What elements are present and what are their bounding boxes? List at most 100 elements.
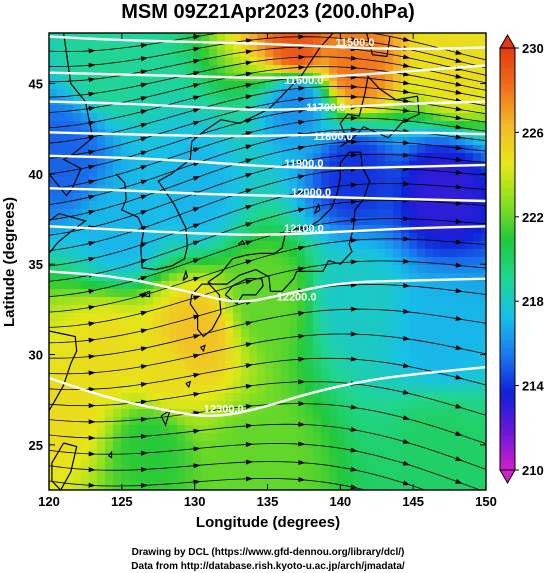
field-cell <box>233 57 242 66</box>
field-cell <box>345 449 354 458</box>
field-cell <box>481 297 486 306</box>
field-cell <box>121 409 130 418</box>
field-cell <box>449 457 458 466</box>
field-cell <box>385 49 394 58</box>
field-cell <box>297 481 306 490</box>
field-cell <box>241 465 250 474</box>
streamline-arrow <box>245 321 253 326</box>
field-cell <box>121 329 130 338</box>
field-cell <box>217 161 226 170</box>
field-cell <box>297 249 306 258</box>
streamline-arrow <box>140 109 149 115</box>
field-cell <box>329 33 338 42</box>
field-cell <box>225 337 234 346</box>
field-cell <box>473 297 482 306</box>
streamline-arrow <box>298 190 306 196</box>
streamline-arrow <box>245 188 253 194</box>
field-cell <box>417 305 426 314</box>
field-cell <box>89 249 98 258</box>
streamline-arrow <box>455 124 463 130</box>
field-cell <box>289 281 298 290</box>
field-cell <box>297 401 306 410</box>
field-cell <box>377 313 386 322</box>
field-cell <box>137 289 146 298</box>
field-cell <box>145 385 154 394</box>
field-cell <box>257 313 266 322</box>
streamline <box>49 199 486 282</box>
field-cell <box>273 417 282 426</box>
field-cell <box>121 161 130 170</box>
field-cell <box>337 33 346 42</box>
field-cell <box>257 465 266 474</box>
field-cell <box>177 169 186 178</box>
field-cell <box>457 305 466 314</box>
field-cell <box>217 345 226 354</box>
field-cell <box>289 121 298 130</box>
field-cell <box>161 113 170 122</box>
field-cell <box>353 345 362 354</box>
field-cell <box>161 161 170 170</box>
field-cell <box>393 297 402 306</box>
field-cell <box>105 305 114 314</box>
field-cell <box>249 481 258 490</box>
field-cell <box>225 257 234 266</box>
field-cell <box>97 169 106 178</box>
field-cell <box>297 361 306 370</box>
field-cell <box>57 169 66 178</box>
field-cell <box>65 89 74 98</box>
field-cell <box>153 185 162 194</box>
field-cell <box>401 185 410 194</box>
field-cell <box>177 473 186 482</box>
field-cell <box>281 273 290 282</box>
field-cell <box>265 369 274 378</box>
field-cell <box>369 97 378 106</box>
field-cell <box>153 345 162 354</box>
field-cell <box>449 241 458 250</box>
field-cell <box>361 145 370 154</box>
field-cell <box>113 121 122 130</box>
field-cell <box>49 425 58 434</box>
field-cell <box>273 433 282 442</box>
field-cell <box>209 169 218 178</box>
x-axis-label: Longitude (degrees) <box>196 514 340 531</box>
field-cell <box>369 481 378 490</box>
field-cell <box>225 273 234 282</box>
streamline-arrow <box>88 451 96 457</box>
field-cell <box>417 257 426 266</box>
streamline-arrow <box>350 55 358 61</box>
field-cell <box>265 425 274 434</box>
field-cell <box>313 409 322 418</box>
field-cell <box>457 417 466 426</box>
field-cell <box>441 345 450 354</box>
field-cell <box>137 329 146 338</box>
field-cell <box>193 401 202 410</box>
field-cell <box>305 313 314 322</box>
field-cell <box>89 321 98 330</box>
field-cell <box>249 473 258 482</box>
field-cell <box>65 201 74 210</box>
field-cell <box>57 241 66 250</box>
field-cell <box>129 81 138 90</box>
field-cell <box>97 281 106 290</box>
field-cell <box>153 337 162 346</box>
field-cell <box>97 73 106 82</box>
field-cell <box>185 81 194 90</box>
field-cell <box>481 193 486 202</box>
field-cell <box>225 289 234 298</box>
field-cell <box>161 209 170 218</box>
field-cell <box>329 361 338 370</box>
field-cell <box>417 193 426 202</box>
field-cell <box>257 361 266 370</box>
field-cell <box>321 185 330 194</box>
field-cell <box>417 401 426 410</box>
field-cell <box>241 233 250 242</box>
streamline-arrow <box>193 276 201 282</box>
field-cell <box>481 321 486 330</box>
field-cell <box>481 217 486 226</box>
field-cell <box>281 265 290 274</box>
field-cell <box>145 281 154 290</box>
field-cell <box>337 465 346 474</box>
field-cell <box>97 433 106 442</box>
field-cell <box>361 345 370 354</box>
field-cell <box>377 305 386 314</box>
